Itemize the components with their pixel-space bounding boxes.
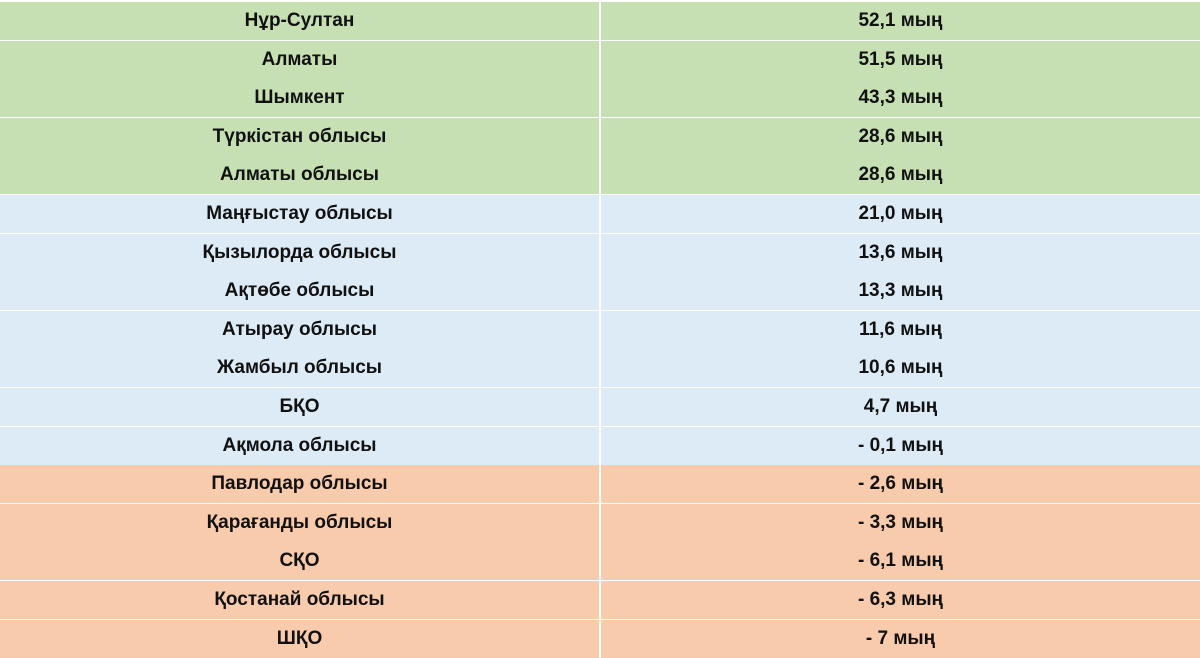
value-cell: 51,5 мың xyxy=(601,40,1200,79)
table-row: Алматы 51,5 мың xyxy=(0,40,1200,79)
value-cell: 13,3 мың xyxy=(601,272,1200,311)
value-cell: - 6,1 мың xyxy=(601,542,1200,581)
table-row: Ақмола облысы - 0,1 мың xyxy=(0,426,1200,465)
region-cell: Жамбыл облысы xyxy=(0,349,599,388)
region-cell: Павлодар облысы xyxy=(0,465,599,504)
region-cell: Қызылорда облысы xyxy=(0,233,599,272)
region-cell: Алматы xyxy=(0,40,599,79)
table-row: Алматы облысы 28,6 мың xyxy=(0,156,1200,195)
region-cell: Атырау облысы xyxy=(0,310,599,349)
region-cell: Маңғыстау облысы xyxy=(0,195,599,233)
value-cell: - 0,1 мың xyxy=(601,426,1200,465)
value-cell: - 2,6 мың xyxy=(601,465,1200,504)
table-row: Қызылорда облысы 13,6 мың xyxy=(0,233,1200,272)
table-row: Түркістан облысы 28,6 мың xyxy=(0,117,1200,156)
value-cell: 52,1 мың xyxy=(601,2,1200,40)
region-cell: Шымкент xyxy=(0,79,599,118)
table-row: Қостанай облысы - 6,3 мың xyxy=(0,581,1200,619)
table-row: Шымкент 43,3 мың xyxy=(0,79,1200,118)
value-cell: - 3,3 мың xyxy=(601,503,1200,542)
table-row: Жамбыл облысы 10,6 мың xyxy=(0,349,1200,388)
region-cell: БҚО xyxy=(0,388,599,426)
value-cell: 13,6 мың xyxy=(601,233,1200,272)
value-cell: 21,0 мың xyxy=(601,195,1200,233)
table-row: Нұр-Султан 52,1 мың xyxy=(0,2,1200,40)
table-row: БҚО 4,7 мың xyxy=(0,388,1200,426)
value-cell: 11,6 мың xyxy=(601,310,1200,349)
table-row: Атырау облысы 11,6 мың xyxy=(0,310,1200,349)
table-row: Ақтөбе облысы 13,3 мың xyxy=(0,272,1200,311)
region-cell: Алматы облысы xyxy=(0,156,599,195)
value-cell: 28,6 мың xyxy=(601,117,1200,156)
region-cell: Қостанай облысы xyxy=(0,581,599,619)
region-cell: Түркістан облысы xyxy=(0,117,599,156)
region-cell: Ақтөбе облысы xyxy=(0,272,599,311)
region-cell: Нұр-Султан xyxy=(0,2,599,40)
region-cell: Ақмола облысы xyxy=(0,426,599,465)
table-row: СҚО - 6,1 мың xyxy=(0,542,1200,581)
table-row: ШҚО - 7 мың xyxy=(0,619,1200,658)
region-cell: СҚО xyxy=(0,542,599,581)
value-cell: 10,6 мың xyxy=(601,349,1200,388)
value-cell: 43,3 мың xyxy=(601,79,1200,118)
table-row: Қарағанды облысы - 3,3 мың xyxy=(0,503,1200,542)
table-row: Маңғыстау облысы 21,0 мың xyxy=(0,195,1200,233)
value-cell: - 7 мың xyxy=(601,619,1200,658)
value-cell: 28,6 мың xyxy=(601,156,1200,195)
region-cell: Қарағанды облысы xyxy=(0,503,599,542)
value-cell: 4,7 мың xyxy=(601,388,1200,426)
value-cell: - 6,3 мың xyxy=(601,581,1200,619)
region-cell: ШҚО xyxy=(0,619,599,658)
table-row: Павлодар облысы - 2,6 мың xyxy=(0,465,1200,504)
